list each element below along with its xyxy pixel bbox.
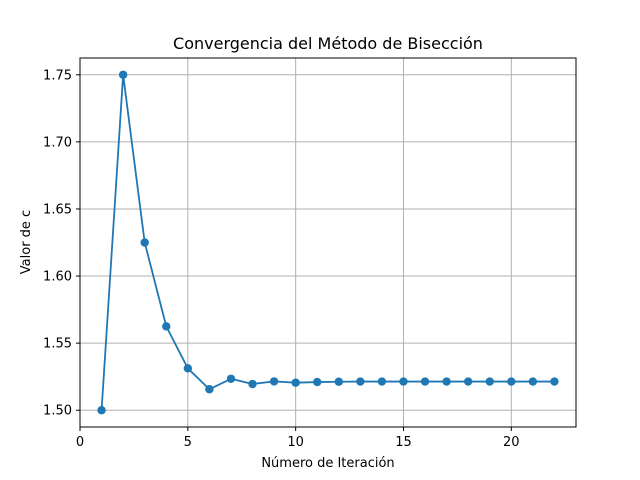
y-axis-label: Valor de c bbox=[19, 210, 34, 274]
y-tick-label: 1.65 bbox=[43, 202, 72, 217]
data-point bbox=[507, 377, 516, 386]
data-point bbox=[269, 377, 279, 386]
data-point bbox=[162, 322, 171, 331]
data-point bbox=[291, 378, 300, 387]
data-point bbox=[528, 377, 538, 386]
data-point bbox=[313, 377, 322, 387]
x-tick-label: 20 bbox=[503, 435, 520, 450]
plot-frame bbox=[79, 57, 577, 428]
x-tick-label: 5 bbox=[184, 435, 192, 450]
data-series bbox=[97, 70, 559, 415]
data-point bbox=[442, 377, 451, 386]
y-tick-label: 1.50 bbox=[43, 404, 72, 419]
data-point bbox=[248, 379, 257, 389]
data-point bbox=[356, 377, 365, 386]
data-point bbox=[140, 238, 149, 247]
y-tick-label: 1.70 bbox=[43, 135, 72, 150]
data-point bbox=[420, 377, 430, 386]
data-point bbox=[485, 377, 494, 386]
data-point bbox=[550, 377, 559, 386]
axis-ticks: 0 5 10 15 20 1.50 1.55 1.60 1.65 1.70 1.75 bbox=[43, 68, 520, 450]
data-point bbox=[97, 406, 106, 415]
data-point bbox=[463, 377, 473, 386]
data-point bbox=[118, 70, 128, 79]
y-tick-label: 1.75 bbox=[43, 68, 72, 83]
x-tick-label: 15 bbox=[395, 435, 412, 450]
series-line bbox=[100, 73, 556, 412]
plot-area bbox=[80, 58, 576, 427]
x-tick-label: 10 bbox=[287, 435, 304, 450]
data-point bbox=[334, 377, 343, 386]
grid-lines bbox=[79, 58, 576, 427]
x-tick-label: 0 bbox=[76, 435, 84, 450]
y-tick-label: 1.60 bbox=[43, 270, 72, 285]
chart-title: Convergencia del Método de Bisección bbox=[173, 34, 483, 53]
data-point bbox=[399, 377, 408, 386]
data-point bbox=[205, 385, 214, 394]
y-tick-label: 1.55 bbox=[43, 337, 72, 352]
data-point bbox=[226, 374, 236, 383]
data-point bbox=[183, 364, 193, 373]
x-axis-label: Número de Iteración bbox=[261, 456, 394, 471]
data-point bbox=[377, 377, 387, 386]
